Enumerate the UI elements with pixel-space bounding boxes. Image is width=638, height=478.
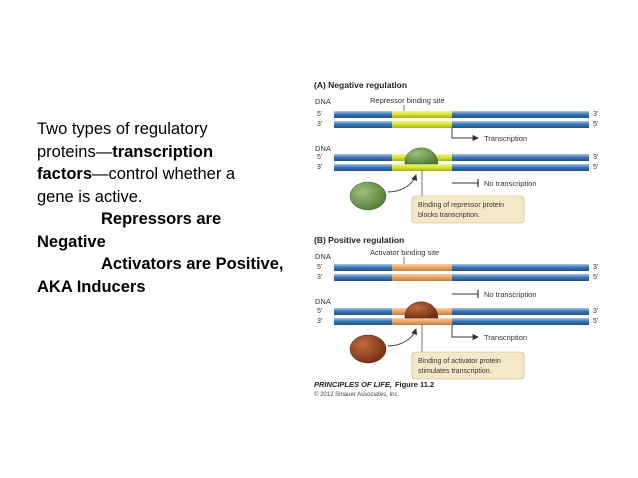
binding-arrow xyxy=(387,174,418,193)
dna-strand-top xyxy=(334,111,589,118)
five-prime-label: 5' xyxy=(317,264,322,271)
dna-strand-bottom xyxy=(334,121,589,128)
repressor-site-label: Repressor binding site xyxy=(370,96,445,105)
five-prime-label: 5' xyxy=(593,274,598,281)
bold-term: AKA Inducers xyxy=(37,277,146,296)
transcription-arrow xyxy=(451,325,479,341)
activator-protein-free xyxy=(349,334,387,364)
credit-copyright: © 2012 Sinauer Associates, Inc. xyxy=(314,391,399,398)
binding-arrow xyxy=(387,328,418,347)
dna-strand-top xyxy=(334,264,589,271)
dna-label: DNA xyxy=(315,252,331,261)
three-prime-label: 3' xyxy=(317,318,322,325)
gene-regulation-figure: (A) Negative regulation DNA Repressor bi… xyxy=(314,80,598,398)
text-line: Repressors are xyxy=(37,208,307,231)
text-line: Negative xyxy=(37,231,307,254)
activator-binding-site xyxy=(392,264,452,271)
repressor-caption-line: Binding of repressor protein xyxy=(418,202,504,209)
text-line: factors—control whether a xyxy=(37,163,307,186)
transcription-label: Transcription xyxy=(484,134,527,143)
dna-strand-bottom xyxy=(334,274,589,281)
no-transcription-label: No transcription xyxy=(484,179,537,188)
three-prime-label: 3' xyxy=(593,154,598,161)
repressor-protein-bound xyxy=(404,147,439,165)
dna-label: DNA xyxy=(315,144,331,153)
transcription-arrow xyxy=(451,128,479,142)
three-prime-label: 3' xyxy=(593,264,598,271)
bold-term: Activators are Positive, xyxy=(101,255,284,273)
text-line: AKA Inducers xyxy=(37,276,307,299)
activator-caption-line: Binding of activator protein xyxy=(418,358,501,365)
three-prime-label: 3' xyxy=(593,308,598,315)
five-prime-label: 5' xyxy=(593,318,598,325)
credit-book: PRINCIPLES OF LIFE, xyxy=(314,380,392,389)
activator-protein-bound xyxy=(404,301,439,319)
text-line: Activators are Positive, xyxy=(37,253,307,276)
repressor-caption-line: blocks transcription. xyxy=(418,212,480,219)
panel-b-title: (B) Positive regulation xyxy=(314,235,404,245)
dna-label: DNA xyxy=(315,97,331,106)
text-span: —control whether a xyxy=(92,165,236,183)
dna-strand-top xyxy=(334,308,589,315)
activator-binding-site xyxy=(392,318,452,325)
repressor-binding-site xyxy=(392,111,452,118)
slide-body-text: Two types of regulatory proteins—transcr… xyxy=(37,118,307,298)
activator-caption-box xyxy=(411,351,525,380)
dna-strand-bottom xyxy=(334,318,589,325)
text-line: proteins—transcription xyxy=(37,141,307,164)
dna-label: DNA xyxy=(315,297,331,306)
bold-term: transcription xyxy=(112,142,214,161)
activator-caption-line: stimulates transcription. xyxy=(418,368,492,375)
bold-term: factors xyxy=(37,165,93,183)
text-line: gene is active. xyxy=(37,187,143,206)
five-prime-label: 5' xyxy=(593,164,598,171)
dna-strand-top xyxy=(334,154,589,161)
repressor-protein-free xyxy=(349,181,387,211)
five-prime-label: 5' xyxy=(593,121,598,128)
three-prime-label: 3' xyxy=(317,274,322,281)
bold-term: Negative xyxy=(37,232,106,251)
dna-strand-bottom xyxy=(334,164,589,171)
activator-binding-site xyxy=(392,274,452,281)
three-prime-label: 3' xyxy=(317,164,322,171)
text-line: Two types of regulatory xyxy=(37,120,208,138)
five-prime-label: 5' xyxy=(317,111,322,118)
three-prime-label: 3' xyxy=(317,121,322,128)
repressor-binding-site xyxy=(392,164,452,171)
activator-site-label: Activator binding site xyxy=(370,248,439,257)
five-prime-label: 5' xyxy=(317,308,322,315)
repressor-caption-box xyxy=(411,195,525,224)
bold-term: Repressors are xyxy=(101,210,222,228)
no-transcription-label: No transcription xyxy=(484,290,537,299)
credit-figure: Figure 11.2 xyxy=(395,380,434,389)
transcription-label: Transcription xyxy=(484,333,527,342)
text-span: proteins— xyxy=(37,142,113,161)
panel-a-title: (A) Negative regulation xyxy=(314,80,407,90)
five-prime-label: 5' xyxy=(317,154,322,161)
repressor-binding-site xyxy=(392,121,452,128)
figure-credit: PRINCIPLES OF LIFE, Figure 11.2 xyxy=(314,380,434,389)
three-prime-label: 3' xyxy=(593,111,598,118)
